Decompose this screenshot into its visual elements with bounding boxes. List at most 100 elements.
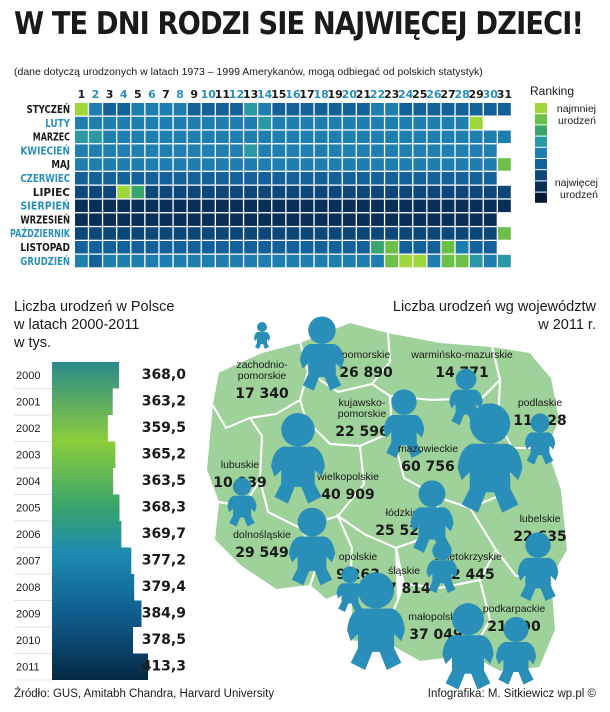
heatmap-cell bbox=[230, 172, 243, 185]
heatmap-cell bbox=[244, 254, 257, 268]
day-label: 30 bbox=[483, 88, 499, 101]
heatmap-cell bbox=[469, 199, 483, 213]
heatmap-cell bbox=[272, 172, 286, 185]
heatmap-cell bbox=[187, 227, 201, 240]
heatmap-cell bbox=[145, 158, 159, 171]
heatmap-cell bbox=[201, 199, 215, 213]
heatmap-cell bbox=[385, 227, 398, 240]
heatmap-cell bbox=[159, 227, 173, 240]
heatmap-cell bbox=[103, 158, 116, 171]
bar-value-label: 363,5 bbox=[142, 473, 186, 489]
heatmap-cell bbox=[117, 227, 131, 240]
region-name-label: pomorskie bbox=[338, 408, 387, 420]
baby-icon bbox=[517, 532, 559, 602]
heatmap-cell bbox=[371, 199, 384, 213]
heatmap-cell bbox=[89, 199, 102, 213]
heatmap-cell bbox=[300, 103, 314, 116]
year-tick-label: 2007 bbox=[16, 556, 40, 568]
heatmap-cell bbox=[230, 254, 243, 268]
heatmap-cell bbox=[230, 130, 243, 144]
ranking-legend-top-label: urodzeń bbox=[558, 115, 596, 127]
month-label: MARZEC bbox=[33, 132, 70, 144]
heatmap-cell bbox=[314, 227, 328, 240]
month-label: SIERPIEŃ bbox=[20, 200, 70, 213]
ranking-legend-title: Ranking bbox=[530, 84, 574, 98]
heatmap-cell bbox=[413, 158, 427, 171]
heatmap-cell bbox=[89, 158, 102, 171]
day-label: 28 bbox=[454, 88, 469, 101]
heatmap-cell bbox=[469, 213, 483, 226]
heatmap-cell bbox=[159, 158, 173, 171]
heatmap-cell bbox=[89, 185, 102, 199]
heatmap-cell bbox=[145, 130, 159, 144]
heatmap-cell bbox=[258, 144, 272, 157]
region-name-label: pomorskie bbox=[238, 370, 287, 382]
baby-icon bbox=[524, 413, 556, 465]
heatmap-cell bbox=[483, 199, 497, 213]
bar-value-label: 363,2 bbox=[142, 394, 186, 410]
heatmap-cell bbox=[328, 130, 342, 144]
heatmap-cell bbox=[117, 241, 131, 254]
heatmap-cell bbox=[173, 199, 187, 213]
heatmap-cell bbox=[427, 144, 441, 157]
year-tick-label: 2011 bbox=[16, 662, 40, 674]
day-label: 12 bbox=[229, 88, 244, 101]
baby-icon bbox=[347, 572, 405, 670]
heatmap-cell bbox=[469, 185, 483, 199]
heatmap-cell bbox=[399, 254, 413, 268]
heatmap-cell bbox=[272, 185, 286, 199]
heatmap-cell bbox=[385, 172, 398, 185]
heatmap-cell bbox=[314, 185, 328, 199]
heatmap-cell bbox=[216, 130, 229, 144]
heatmap-cell bbox=[131, 172, 145, 185]
heatmap-cell bbox=[173, 213, 187, 226]
heatmap-cell bbox=[371, 158, 384, 171]
heatmap-cell bbox=[173, 103, 187, 116]
heatmap-cell bbox=[427, 103, 441, 116]
heatmap-cell bbox=[230, 185, 243, 199]
heatmap-cell bbox=[385, 185, 398, 199]
heatmap-cell bbox=[131, 185, 145, 199]
heatmap-cell bbox=[258, 199, 272, 213]
baby-icon bbox=[457, 403, 523, 513]
heatmap-cell bbox=[328, 241, 342, 254]
heatmap-cell bbox=[371, 130, 384, 144]
region-name-label: wielkopolskie bbox=[316, 471, 379, 483]
heatmap-cell bbox=[258, 254, 272, 268]
month-label: KWIECIEŃ bbox=[20, 144, 70, 157]
day-label: 2 bbox=[92, 88, 100, 101]
heatmap-cell bbox=[117, 172, 131, 185]
heatmap-cell bbox=[187, 172, 201, 185]
year-tick-label: 2010 bbox=[16, 635, 40, 647]
heatmap-cell bbox=[89, 227, 102, 240]
heatmap-cell bbox=[258, 227, 272, 240]
baby-icon bbox=[227, 477, 257, 527]
heatmap-cell bbox=[413, 213, 427, 226]
baby-icon bbox=[271, 413, 325, 504]
heatmap-cell bbox=[483, 158, 497, 171]
heatmap-cell bbox=[455, 227, 469, 240]
heatmap-cell bbox=[117, 158, 131, 171]
map-title-line: w 2011 r. bbox=[538, 317, 596, 333]
heatmap-cell bbox=[483, 227, 497, 240]
heatmap-cell bbox=[145, 213, 159, 226]
heatmap-cell bbox=[455, 172, 469, 185]
heatmap-cell bbox=[385, 241, 398, 254]
heatmap-cell bbox=[314, 254, 328, 268]
heatmap-cell bbox=[75, 130, 88, 144]
region-name-label: lubuskie bbox=[221, 459, 260, 471]
heatmap-cell bbox=[258, 130, 272, 144]
year-tick-label: 2009 bbox=[16, 609, 40, 621]
region-name-label: śląskie bbox=[388, 565, 420, 577]
heatmap-cell bbox=[314, 172, 328, 185]
source-note: Źródło: GUS, Amitabh Chandra, Harvard Un… bbox=[14, 688, 275, 700]
month-label: LUTY bbox=[45, 118, 70, 130]
heatmap-cell bbox=[441, 185, 455, 199]
heatmap-cell bbox=[469, 116, 483, 130]
heatmap-cell bbox=[314, 144, 328, 157]
heatmap-cell bbox=[385, 158, 398, 171]
heatmap-cell bbox=[342, 116, 356, 130]
region-name-label: łódzkie bbox=[386, 507, 419, 519]
heatmap-cell bbox=[413, 130, 427, 144]
heatmap-cell bbox=[455, 116, 469, 130]
